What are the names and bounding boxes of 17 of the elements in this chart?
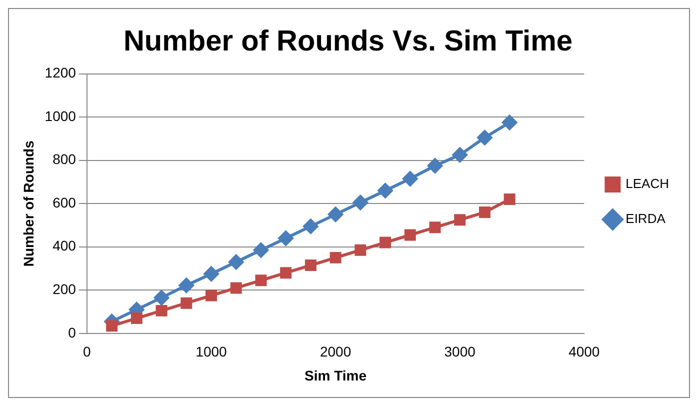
- y-tick-label: 600: [52, 194, 76, 210]
- x-tick-label: 1000: [196, 344, 228, 360]
- x-tick-label: 0: [83, 344, 92, 360]
- x-axis-title: Sim Time: [304, 367, 367, 384]
- y-axis-title: Number of Rounds: [20, 140, 36, 267]
- y-tick-label: 800: [52, 151, 76, 168]
- x-tick-label: 2000: [320, 344, 352, 360]
- y-tick-label: 200: [52, 280, 76, 297]
- x-tick-label: 4000: [568, 344, 600, 360]
- x-tick-label: 3000: [444, 344, 476, 360]
- y-tick-label: 400: [52, 238, 76, 254]
- legend-label: LEACH: [626, 176, 670, 192]
- legend-label: EIRDA: [626, 211, 666, 226]
- y-tick-label: 0: [68, 324, 76, 340]
- y-tick-label: 1200: [44, 64, 76, 81]
- chart-title: Number of Rounds Vs. Sim Time: [123, 25, 573, 58]
- y-tick-label: 1000: [44, 108, 76, 124]
